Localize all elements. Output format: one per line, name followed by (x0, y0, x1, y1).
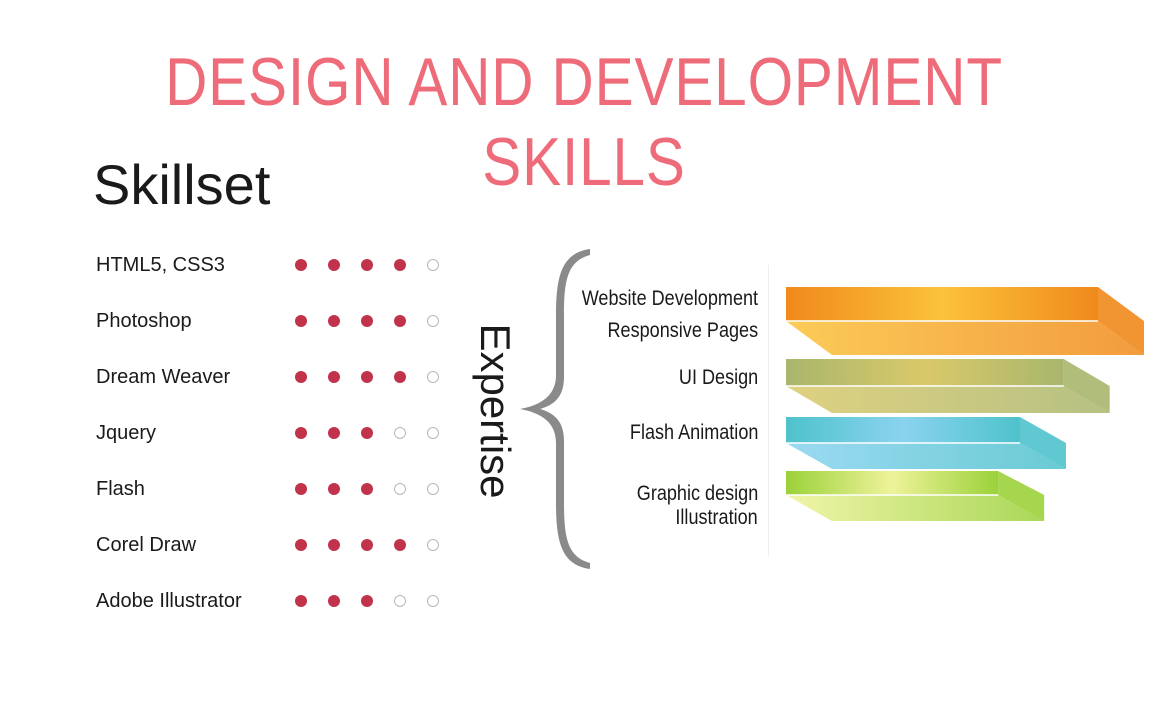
rating-dot-filled (361, 427, 373, 439)
rating-dot-filled (328, 371, 340, 383)
skill-row-photoshop: Photoshop (96, 306, 456, 336)
rating-dot-filled (328, 427, 340, 439)
rating-dot-empty (427, 539, 439, 551)
skill-row-flash: Flash (96, 474, 456, 504)
rating-dot-filled (295, 371, 307, 383)
expertise-bar-front (786, 471, 999, 495)
skill-label: HTML5, CSS3 (96, 254, 225, 276)
expertise-bar-bottom (786, 443, 1066, 469)
rating-dot-empty (427, 427, 439, 439)
expertise-label-web-dev: Website Development (581, 287, 758, 310)
skill-row-adobe-illustrator: Adobe Illustrator (96, 586, 456, 616)
skill-label: Jquery (96, 422, 157, 444)
expertise-bar-side (998, 471, 1045, 521)
skill-label: Corel Draw (96, 534, 197, 556)
expertise-label-graphic-design: Graphic design (636, 482, 758, 505)
rating-dot-filled (361, 483, 373, 495)
rating-dot-filled (328, 539, 340, 551)
skill-row-dream-weaver: Dream Weaver (96, 362, 456, 392)
rating-dot-filled (394, 315, 406, 327)
rating-dot-empty (394, 483, 406, 495)
rating-dot-empty (427, 371, 439, 383)
rating-dot-filled (328, 315, 340, 327)
expertise-bar-side (1063, 359, 1110, 413)
skill-row-html-css: HTML5, CSS3 (96, 250, 456, 280)
rating-dot-filled (361, 371, 373, 383)
rating-dot-filled (394, 259, 406, 271)
expertise-bar-front (786, 417, 1020, 443)
expertise-bar-bottom (786, 321, 1144, 355)
rating-dot-filled (361, 259, 373, 271)
rating-dot-filled (295, 483, 307, 495)
expertise-bar-bottom (786, 495, 1045, 521)
skill-label: Adobe Illustrator (96, 590, 242, 612)
skill-label: Flash (96, 478, 145, 500)
rating-dot-filled (361, 539, 373, 551)
rating-dot-filled (295, 427, 307, 439)
skillset-heading: Skillset (93, 153, 271, 216)
rating-dot-empty (394, 595, 406, 607)
rating-dot-filled (295, 595, 307, 607)
rating-dot-empty (427, 483, 439, 495)
page-title: DESIGN AND DEVELOPMENT SKILLS (165, 44, 1003, 200)
curly-brace-icon (520, 249, 590, 569)
rating-dot-filled (295, 539, 307, 551)
rating-dot-filled (295, 259, 307, 271)
rating-dot-filled (361, 595, 373, 607)
rating-dot-filled (328, 483, 340, 495)
rating-dot-filled (328, 259, 340, 271)
skill-label: Dream Weaver (96, 366, 231, 388)
rating-dot-empty (427, 259, 439, 271)
skill-label: Photoshop (96, 310, 192, 332)
expertise-label-illustration: Illustration (675, 506, 758, 529)
expertise-bar-front (786, 359, 1064, 386)
expertise-bar-front (786, 287, 1098, 321)
rating-dot-filled (394, 539, 406, 551)
expertise-bar-bottom (786, 386, 1110, 413)
expertise-bar-side (1098, 287, 1144, 355)
rating-dot-empty (427, 595, 439, 607)
rating-dot-empty (427, 315, 439, 327)
rating-dot-filled (394, 371, 406, 383)
expertise-divider (768, 265, 769, 557)
rating-dot-filled (295, 315, 307, 327)
expertise-bar-side (1020, 417, 1066, 469)
rating-dot-empty (394, 427, 406, 439)
rating-dot-filled (328, 595, 340, 607)
rating-dot-filled (361, 315, 373, 327)
skill-row-corel-draw: Corel Draw (96, 530, 456, 560)
expertise-label-ui-design: UI Design (678, 366, 758, 389)
expertise-label-responsive: Responsive Pages (607, 319, 758, 342)
expertise-label-flash-animation: Flash Animation (629, 421, 758, 444)
skill-row-jquery: Jquery (96, 418, 456, 448)
